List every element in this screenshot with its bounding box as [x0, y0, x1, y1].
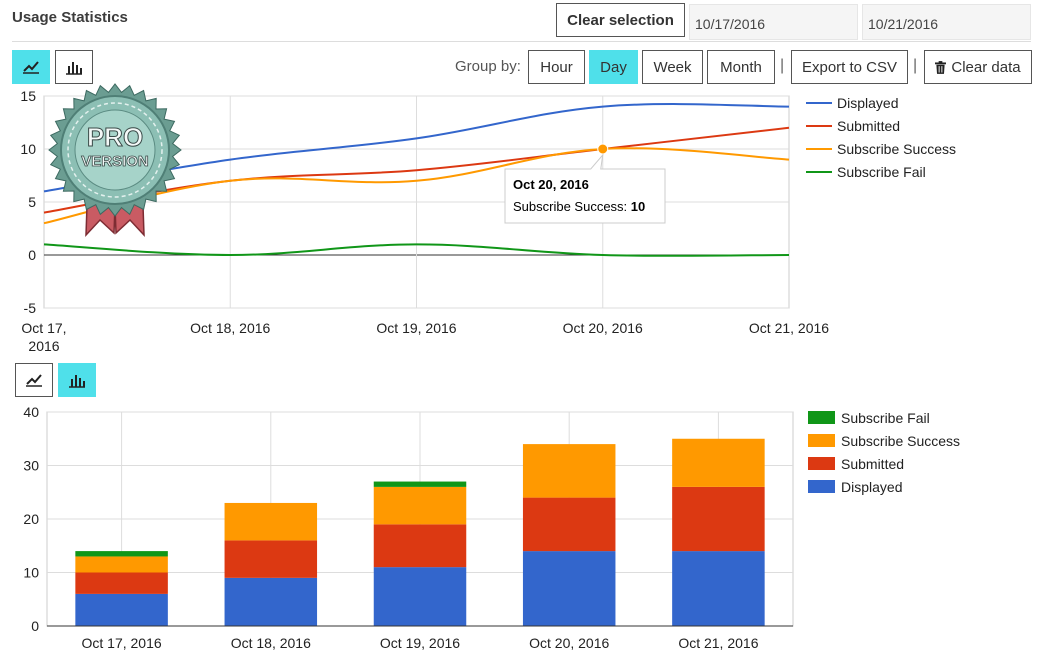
- y-tick-label: 0: [31, 618, 39, 634]
- bar-segment-submitted: [522, 497, 616, 552]
- y-tick-label: 0: [28, 247, 36, 263]
- bar-chart-toggle-bottom[interactable]: [58, 363, 96, 397]
- legend-label: Subscribe Fail: [841, 410, 930, 426]
- y-tick-label: 10: [20, 141, 36, 157]
- bar-segment-displayed: [522, 551, 616, 626]
- bar-segment-subscribe-success: [224, 502, 318, 541]
- date-to-input[interactable]: 10/21/2016: [862, 4, 1031, 40]
- x-tick-label: Oct 21, 2016: [749, 320, 829, 336]
- line-chart-toggle[interactable]: [12, 50, 50, 84]
- page-title: Usage Statistics: [12, 9, 128, 26]
- x-tick-label: Oct 20, 2016: [563, 320, 643, 336]
- export-csv-button[interactable]: Export to CSV: [791, 50, 908, 84]
- legend-swatch: [808, 434, 835, 447]
- x-tick-label: Oct 20, 2016: [529, 635, 609, 651]
- x-tick-label: Oct 19, 2016: [376, 320, 456, 336]
- group-by-label: Group by:: [455, 58, 521, 75]
- x-tick-label: Oct 18, 2016: [231, 635, 311, 651]
- bar-segment-subscribe-fail: [75, 551, 168, 557]
- x-tick-label: Oct 21, 2016: [678, 635, 758, 651]
- group-hour-button[interactable]: Hour: [528, 50, 585, 84]
- tooltip-label: Subscribe Success: 10: [513, 199, 645, 214]
- bar-segment-submitted: [373, 524, 467, 568]
- y-tick-label: 30: [23, 458, 39, 474]
- clear-data-label: Clear data: [951, 58, 1021, 76]
- clear-selection-button[interactable]: Clear selection: [556, 3, 685, 37]
- bar-chart-icon: [66, 62, 82, 75]
- bar-chart-toggle[interactable]: [55, 50, 93, 84]
- bar-segment-submitted: [75, 572, 168, 594]
- group-week-button[interactable]: Week: [642, 50, 703, 84]
- series-line-subscribe-success: [43, 147, 790, 225]
- bar-segment-displayed: [672, 551, 765, 626]
- legend-label: Subscribe Fail: [837, 164, 926, 180]
- y-tick-label: -5: [24, 300, 37, 316]
- header-divider: [12, 41, 1031, 42]
- legend-swatch: [808, 457, 835, 470]
- bar-segment-displayed: [224, 577, 318, 626]
- bar-chart: 0 10 20 30 40 Oct 17, 2016 Oct 18, 2016 Oct 19,…: [23, 404, 960, 651]
- clear-data-button[interactable]: Clear data: [924, 50, 1032, 84]
- bar-segment-displayed: [373, 567, 467, 626]
- x-tick-label: 2016: [28, 338, 59, 354]
- y-tick-label: 40: [23, 404, 39, 420]
- bar-segment-displayed: [75, 593, 168, 626]
- legend-label: Submitted: [841, 456, 904, 472]
- tooltip-value: 10: [631, 199, 645, 214]
- line-chart-icon: [23, 61, 39, 74]
- tooltip-title: Oct 20, 2016: [513, 177, 589, 192]
- pro-version-badge: PRO VERSION: [48, 83, 182, 237]
- y-tick-label: 15: [20, 88, 36, 104]
- legend-label: Displayed: [837, 95, 898, 111]
- badge-text-pro: PRO: [87, 122, 143, 152]
- line-chart-toggle-bottom[interactable]: [15, 363, 53, 397]
- bar-chart-icon: [69, 375, 85, 388]
- legend-label: Displayed: [841, 479, 902, 495]
- bar-segment-submitted: [224, 540, 318, 578]
- x-tick-label: Oct 19, 2016: [380, 635, 460, 651]
- x-tick-label: Oct 17, 2016: [82, 635, 162, 651]
- toolbar-separator: |: [780, 57, 785, 74]
- legend-swatch: [808, 411, 835, 424]
- line-chart-icon: [26, 374, 42, 387]
- x-tick-label: Oct 17,: [21, 320, 66, 336]
- highlighted-point: [597, 143, 609, 155]
- bar-segment-subscribe-success: [75, 556, 168, 573]
- legend-label: Subscribe Success: [841, 433, 960, 449]
- date-from-input[interactable]: 10/17/2016: [689, 4, 858, 40]
- legend-label: Subscribe Success: [837, 141, 956, 157]
- bar-segment-subscribe-fail: [373, 481, 467, 487]
- bar-segment-subscribe-success: [522, 444, 616, 498]
- trash-icon: [935, 60, 947, 74]
- y-tick-label: 10: [23, 565, 39, 581]
- group-day-button[interactable]: Day: [589, 50, 638, 84]
- toolbar-separator: |: [913, 57, 918, 74]
- badge-text-version: VERSION: [81, 153, 149, 170]
- legend-label: Submitted: [837, 118, 900, 134]
- line-chart: -5 0 5 10 15 Oct 17, 2016 Oct 18, 2016 Oct 19, 2…: [20, 88, 956, 354]
- series-line-subscribe-fail: [43, 243, 790, 257]
- bar-segment-subscribe-success: [373, 486, 467, 525]
- y-tick-label: 5: [28, 194, 36, 210]
- legend-swatch: [808, 480, 835, 493]
- x-tick-label: Oct 18, 2016: [190, 320, 270, 336]
- y-tick-label: 20: [23, 511, 39, 527]
- tooltip-box: [504, 153, 666, 224]
- bar-segment-subscribe-success: [672, 438, 765, 487]
- bar-segment-submitted: [672, 486, 765, 552]
- group-month-button[interactable]: Month: [707, 50, 775, 84]
